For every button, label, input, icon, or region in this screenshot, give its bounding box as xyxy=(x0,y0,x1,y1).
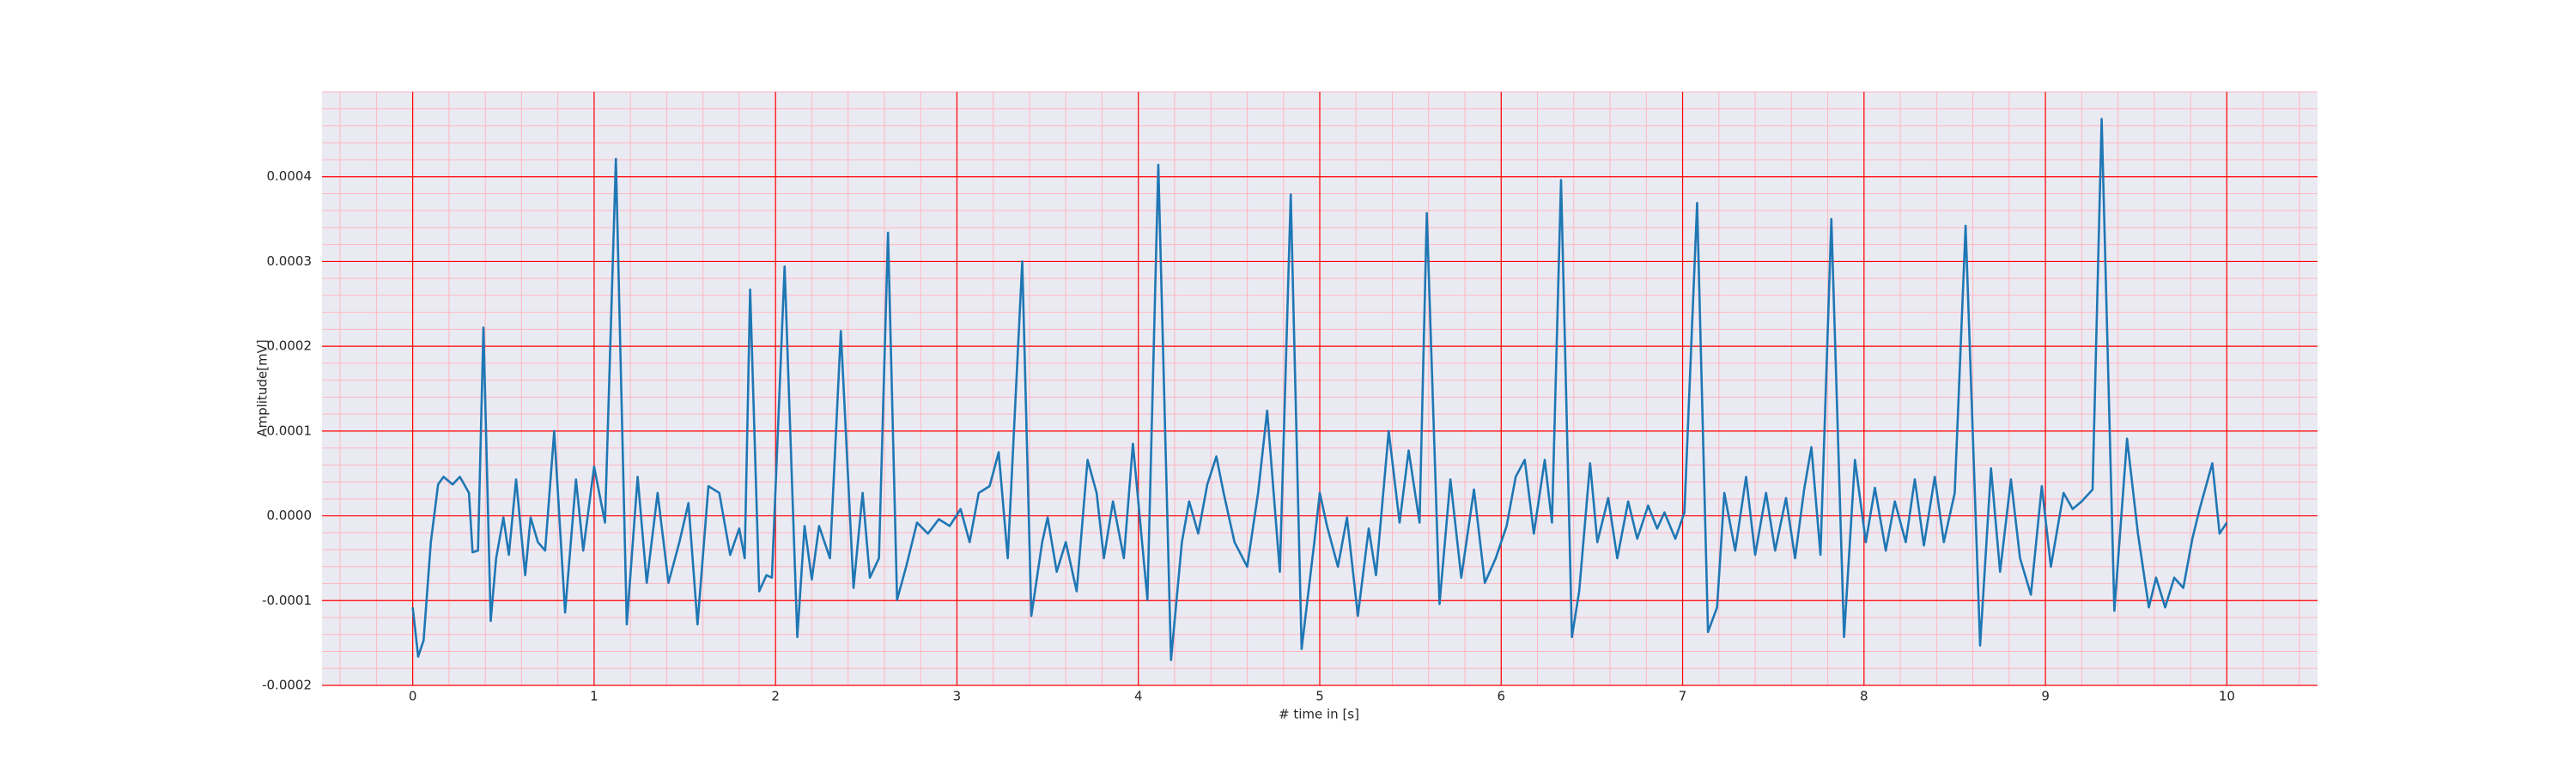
x-tick-label: 1 xyxy=(590,689,598,704)
x-tick-label: 5 xyxy=(1315,689,1324,704)
y-tick-label: 0.0001 xyxy=(267,423,313,438)
x-tick-label: 4 xyxy=(1134,689,1143,704)
x-tick-label: 9 xyxy=(2041,689,2050,704)
x-tick-label: 10 xyxy=(2219,689,2235,704)
y-axis-label: Amplitude[mV] xyxy=(255,339,270,436)
y-tick-label: 0.0004 xyxy=(267,168,313,184)
signal-line xyxy=(411,118,2228,661)
x-tick-label: 2 xyxy=(771,689,780,704)
x-tick-label: 7 xyxy=(1679,689,1687,704)
y-tick-label: -0.0001 xyxy=(262,593,312,608)
y-tick-label: 0.0000 xyxy=(267,508,313,523)
y-tick-label: 0.0003 xyxy=(267,253,313,269)
y-tick-label: -0.0002 xyxy=(262,678,312,693)
x-tick-label: 6 xyxy=(1497,689,1505,704)
x-axis-label: # time in [s] xyxy=(1279,707,1359,722)
y-tick-label: 0.0002 xyxy=(267,338,313,354)
x-tick-label: 3 xyxy=(953,689,962,704)
x-tick-label: 8 xyxy=(1860,689,1868,704)
x-tick-label: 0 xyxy=(409,689,417,704)
plot-area xyxy=(322,91,2318,686)
